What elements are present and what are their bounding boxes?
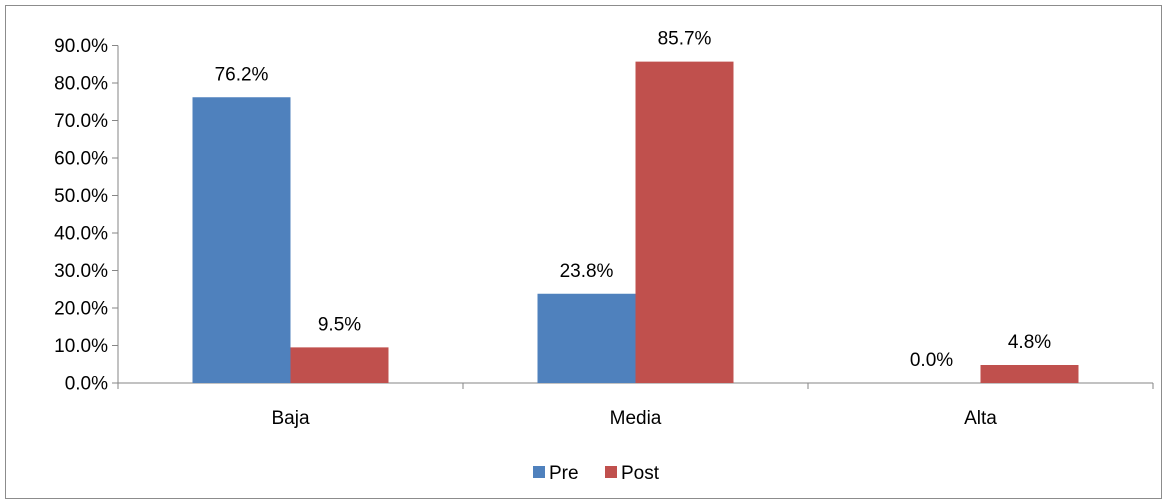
- bar-post-media: [635, 61, 734, 383]
- data-label: 85.7%: [658, 29, 712, 50]
- legend-swatch-post: [605, 466, 617, 478]
- y-tick-label: 70.0%: [54, 111, 108, 132]
- data-labels: 76.2% 9.5% 23.8% 85.7% 0.0% 4.8%: [215, 29, 1052, 371]
- data-label: 4.8%: [1008, 332, 1051, 353]
- bar-pre-media: [537, 293, 636, 383]
- bar-post-alta: [980, 365, 1079, 383]
- legend: Pre Post: [533, 463, 660, 484]
- data-label: 76.2%: [215, 64, 269, 85]
- data-label: 23.8%: [560, 261, 614, 282]
- data-label: 0.0%: [910, 350, 953, 371]
- y-tick-label: 90.0%: [54, 36, 108, 57]
- x-tick-label: Alta: [964, 408, 997, 429]
- y-tick-label: 80.0%: [54, 74, 108, 95]
- bar-pre-baja: [192, 97, 291, 383]
- bars: [192, 61, 1079, 383]
- y-tick-label: 20.0%: [54, 299, 108, 320]
- x-axis: Baja Media Alta: [117, 382, 1154, 429]
- data-label: 9.5%: [318, 314, 361, 335]
- legend-label-pre: Pre: [549, 463, 579, 484]
- x-tick-label: Baja: [271, 408, 309, 429]
- y-tick-label: 10.0%: [54, 336, 108, 357]
- y-tick-label: 50.0%: [54, 186, 108, 207]
- legend-swatch-pre: [533, 466, 545, 478]
- y-tick-label: 0.0%: [65, 374, 108, 395]
- y-tick-label: 30.0%: [54, 261, 108, 282]
- y-tick-label: 40.0%: [54, 224, 108, 245]
- x-tick-label: Media: [610, 408, 662, 429]
- legend-label-post: Post: [621, 463, 660, 484]
- y-tick-label: 60.0%: [54, 149, 108, 170]
- bar-post-baja: [290, 347, 389, 383]
- y-axis: 0.0% 10.0% 20.0% 30.0% 40.0% 50.0% 60.0% 70.0% 8…: [54, 36, 119, 395]
